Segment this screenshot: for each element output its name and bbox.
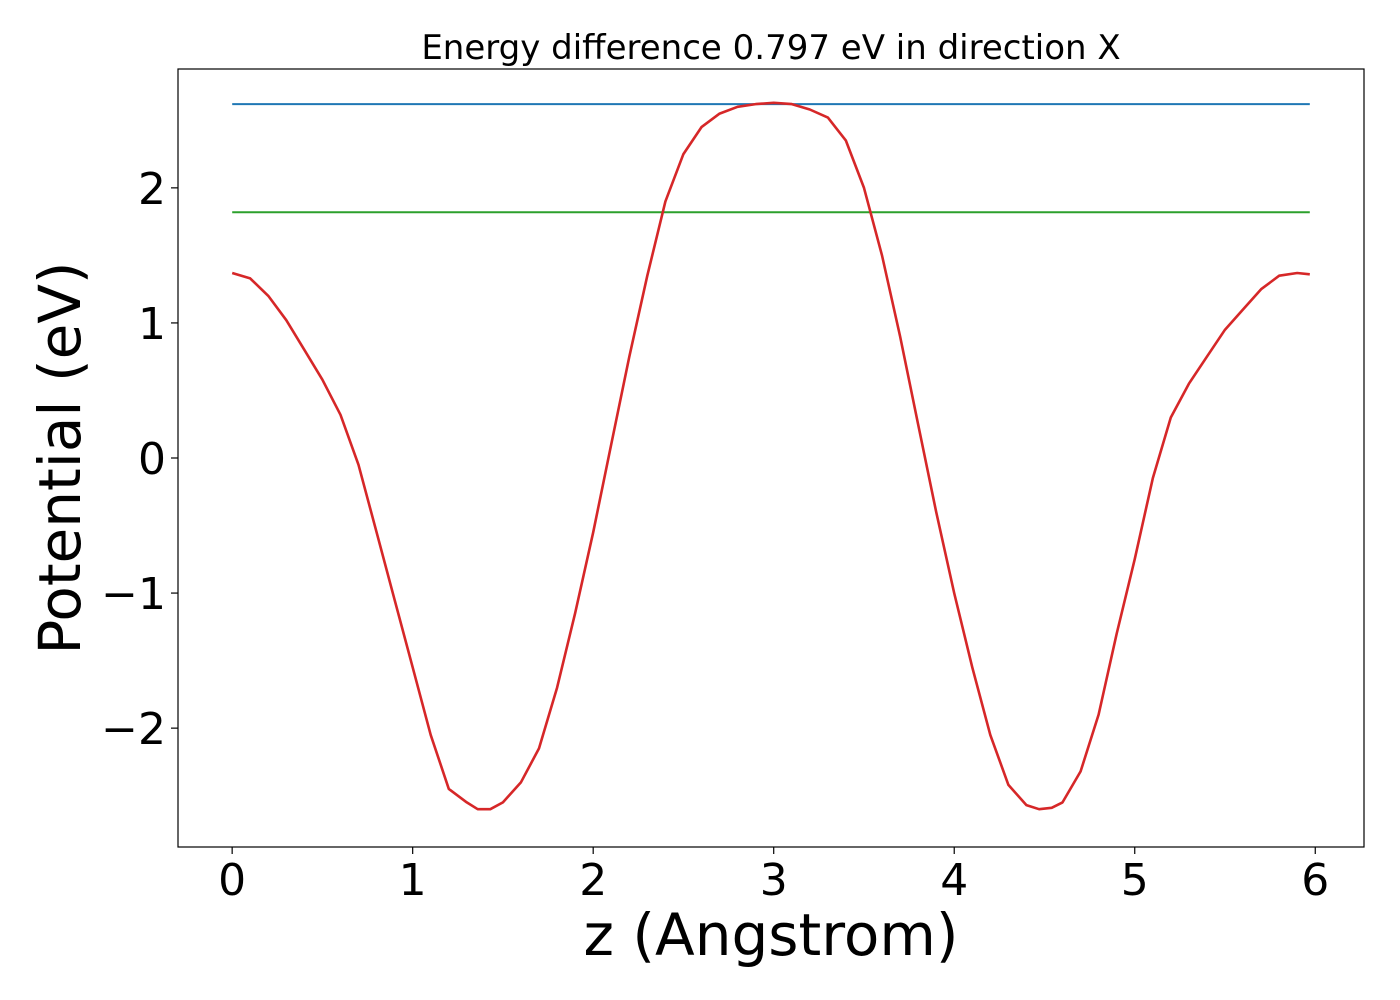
x-tick-label: 3: [760, 855, 788, 906]
x-tick-label: 2: [579, 855, 607, 906]
y-tick-label: 2: [138, 164, 166, 215]
y-tick-label: −2: [101, 704, 166, 755]
x-tick-label: 6: [1301, 855, 1329, 906]
y-tick-label: 1: [138, 299, 166, 350]
y-axis-label: Potential (eV): [26, 261, 94, 654]
plot-lines: [231, 101, 1310, 811]
y-axis-ticks: −2 −1 0 1 2: [101, 164, 178, 755]
x-tick-label: 0: [218, 855, 246, 906]
x-tick-label: 1: [399, 855, 427, 906]
x-axis-label: z (Angstrom): [584, 901, 959, 969]
x-axis-ticks: 0 1 2 3 4 5 6: [218, 847, 1329, 906]
y-tick-label: 0: [138, 434, 166, 485]
y-tick-label: −1: [101, 569, 166, 620]
x-tick-label: 5: [1121, 855, 1149, 906]
series-line-3: [231, 101, 1310, 811]
chart-title: Energy difference 0.797 eV in direction …: [421, 28, 1120, 68]
x-tick-label: 4: [940, 855, 968, 906]
